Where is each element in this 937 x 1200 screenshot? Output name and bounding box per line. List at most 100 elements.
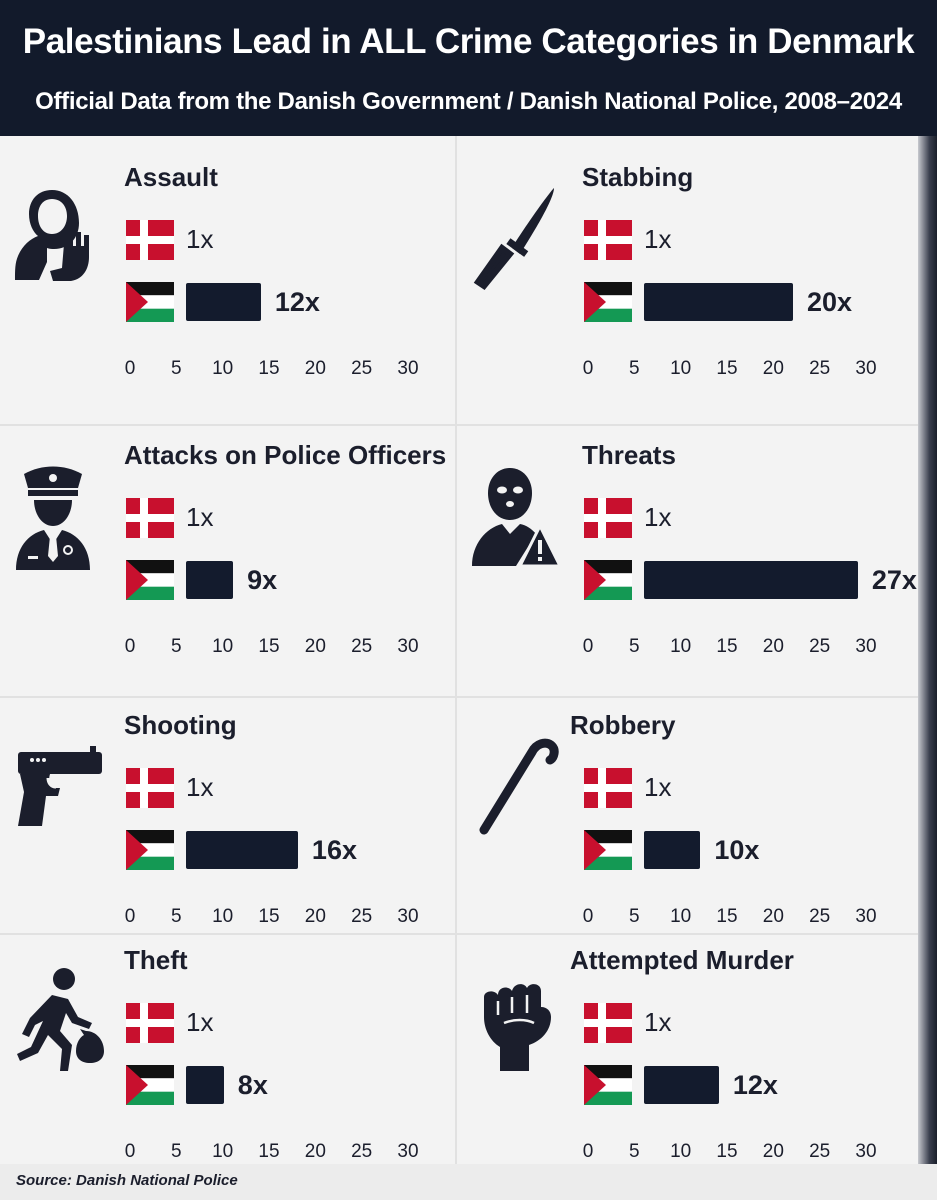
palestine-flag-icon <box>126 830 174 870</box>
tick-label: 30 <box>855 1141 877 1162</box>
palestine-bar <box>644 1066 719 1104</box>
palestine-bar <box>644 831 701 869</box>
denmark-value-label: 1x <box>186 224 214 254</box>
denmark-value-label: 1x <box>644 1007 672 1037</box>
chart-panel-assault: Assault 1x 12x 0 5 10 15 20 25 30 <box>0 162 458 412</box>
tick-label: 20 <box>304 1141 326 1162</box>
tick-label: 10 <box>670 358 692 379</box>
denmark-flag-icon <box>126 220 174 260</box>
tick-label: 10 <box>212 906 234 927</box>
tick-label: 5 <box>171 358 182 379</box>
tick-label: 25 <box>351 358 373 379</box>
tick-label: 25 <box>809 906 831 927</box>
palestine-bar <box>186 1066 224 1104</box>
tick-label: 15 <box>258 906 280 927</box>
tick-label: 15 <box>258 636 280 657</box>
tick-label: 30 <box>855 906 877 927</box>
tick-label: 25 <box>809 636 831 657</box>
denmark-value-label: 1x <box>644 224 672 254</box>
denmark-flag-icon <box>126 768 174 808</box>
tick-label: 0 <box>582 1141 594 1162</box>
tick-label: 0 <box>582 358 594 379</box>
pistol-icon <box>8 730 102 840</box>
tick-label: 20 <box>304 358 326 379</box>
panel-title: Attacks on Police Officers <box>124 440 447 470</box>
chart-panel-attacks-on-police-officers: Attacks on Police Officers 1x 9x 0 5 10 15 20 25… <box>0 440 458 690</box>
denmark-flag-icon <box>584 220 632 260</box>
tick-label: 15 <box>716 636 738 657</box>
palestine-bar <box>186 561 234 599</box>
palestine-flag-icon <box>584 1065 632 1105</box>
page-title: Palestinians Lead in ALL Crime Categorie… <box>22 22 915 61</box>
denmark-flag-icon <box>584 1003 632 1043</box>
tick-label: 20 <box>304 906 326 927</box>
palestine-value-label: 20x <box>807 287 853 317</box>
panel-title: Threats <box>582 440 676 470</box>
tick-label: 15 <box>258 1141 280 1162</box>
panel-title: Assault <box>124 162 218 192</box>
tick-label: 15 <box>716 906 738 927</box>
tick-label: 0 <box>582 906 594 927</box>
panel-title: Theft <box>124 945 188 975</box>
tick-label: 25 <box>809 1141 831 1162</box>
tick-label: 25 <box>351 1141 373 1162</box>
palestine-bar <box>186 283 261 321</box>
tick-label: 20 <box>762 358 784 379</box>
denmark-value-label: 1x <box>186 502 214 532</box>
tick-label: 15 <box>716 1141 738 1162</box>
denmark-flag-icon <box>584 768 632 808</box>
palestine-flag-icon <box>584 282 632 322</box>
palestine-value-label: 12x <box>732 1070 778 1100</box>
chart-panel-theft: Theft 1x 8x 0 5 10 15 20 25 30 <box>0 945 458 1195</box>
palestine-bar <box>644 283 793 321</box>
tick-label: 20 <box>762 906 784 927</box>
palestine-value-label: 9x <box>247 565 278 595</box>
tick-label: 10 <box>670 1141 692 1162</box>
tick-label: 5 <box>629 1141 640 1162</box>
tick-label: 20 <box>762 636 784 657</box>
chart-panel-robbery: Robbery 1x 10x 0 5 10 15 20 25 30 <box>460 710 918 960</box>
knife-icon <box>470 182 560 292</box>
palestine-value-label: 27x <box>871 565 917 595</box>
palestine-flag-icon <box>126 1065 174 1105</box>
tick-label: 20 <box>304 636 326 657</box>
row-divider <box>0 933 937 935</box>
panel-title: Stabbing <box>582 162 694 192</box>
x-axis-ticks: 0 5 10 15 20 25 30 <box>460 1141 918 1165</box>
chart-panel-stabbing: Stabbing 1x 20x 0 5 10 15 20 25 30 <box>460 162 918 412</box>
tick-label: 30 <box>855 358 877 379</box>
column-divider <box>455 136 457 1164</box>
page-subtitle: Official Data from the Danish Government… <box>35 88 902 115</box>
denmark-value-label: 1x <box>644 502 672 532</box>
tick-label: 25 <box>351 906 373 927</box>
x-axis-ticks: 0 5 10 15 20 25 30 <box>460 636 918 660</box>
tick-label: 5 <box>171 636 182 657</box>
tick-label: 10 <box>212 1141 234 1162</box>
palestine-value-label: 12x <box>274 287 320 317</box>
tick-label: 0 <box>124 1141 136 1162</box>
tick-label: 20 <box>762 1141 784 1162</box>
tick-label: 25 <box>351 636 373 657</box>
row-divider <box>0 696 937 698</box>
palestine-bar <box>186 831 298 869</box>
tick-label: 30 <box>397 1141 419 1162</box>
chart-panel-threats: Threats 1x 27x 0 5 10 15 20 25 30 <box>460 440 918 690</box>
chart-panel-shooting: Shooting 1x 16x 0 5 10 15 20 25 30 <box>0 710 458 960</box>
x-axis-ticks: 0 5 10 15 20 25 30 <box>460 906 918 930</box>
palestine-value-label: 10x <box>714 835 760 865</box>
footer: Source: Danish National Police <box>0 1164 937 1200</box>
panel-title: Attempted Murder <box>570 945 794 975</box>
tick-label: 25 <box>809 358 831 379</box>
x-axis-ticks: 0 5 10 15 20 25 30 <box>0 906 458 930</box>
palestine-flag-icon <box>584 560 632 600</box>
tick-label: 0 <box>124 636 136 657</box>
palestine-flag-icon <box>126 560 174 600</box>
denmark-flag-icon <box>584 498 632 538</box>
palestine-value-label: 8x <box>237 1070 268 1100</box>
background-edge <box>918 136 937 1200</box>
denmark-flag-icon <box>126 498 174 538</box>
running-thief-icon <box>8 965 104 1075</box>
x-axis-ticks: 0 5 10 15 20 25 30 <box>0 358 458 382</box>
hand-stop-person-icon <box>8 182 98 292</box>
tick-label: 30 <box>397 906 419 927</box>
